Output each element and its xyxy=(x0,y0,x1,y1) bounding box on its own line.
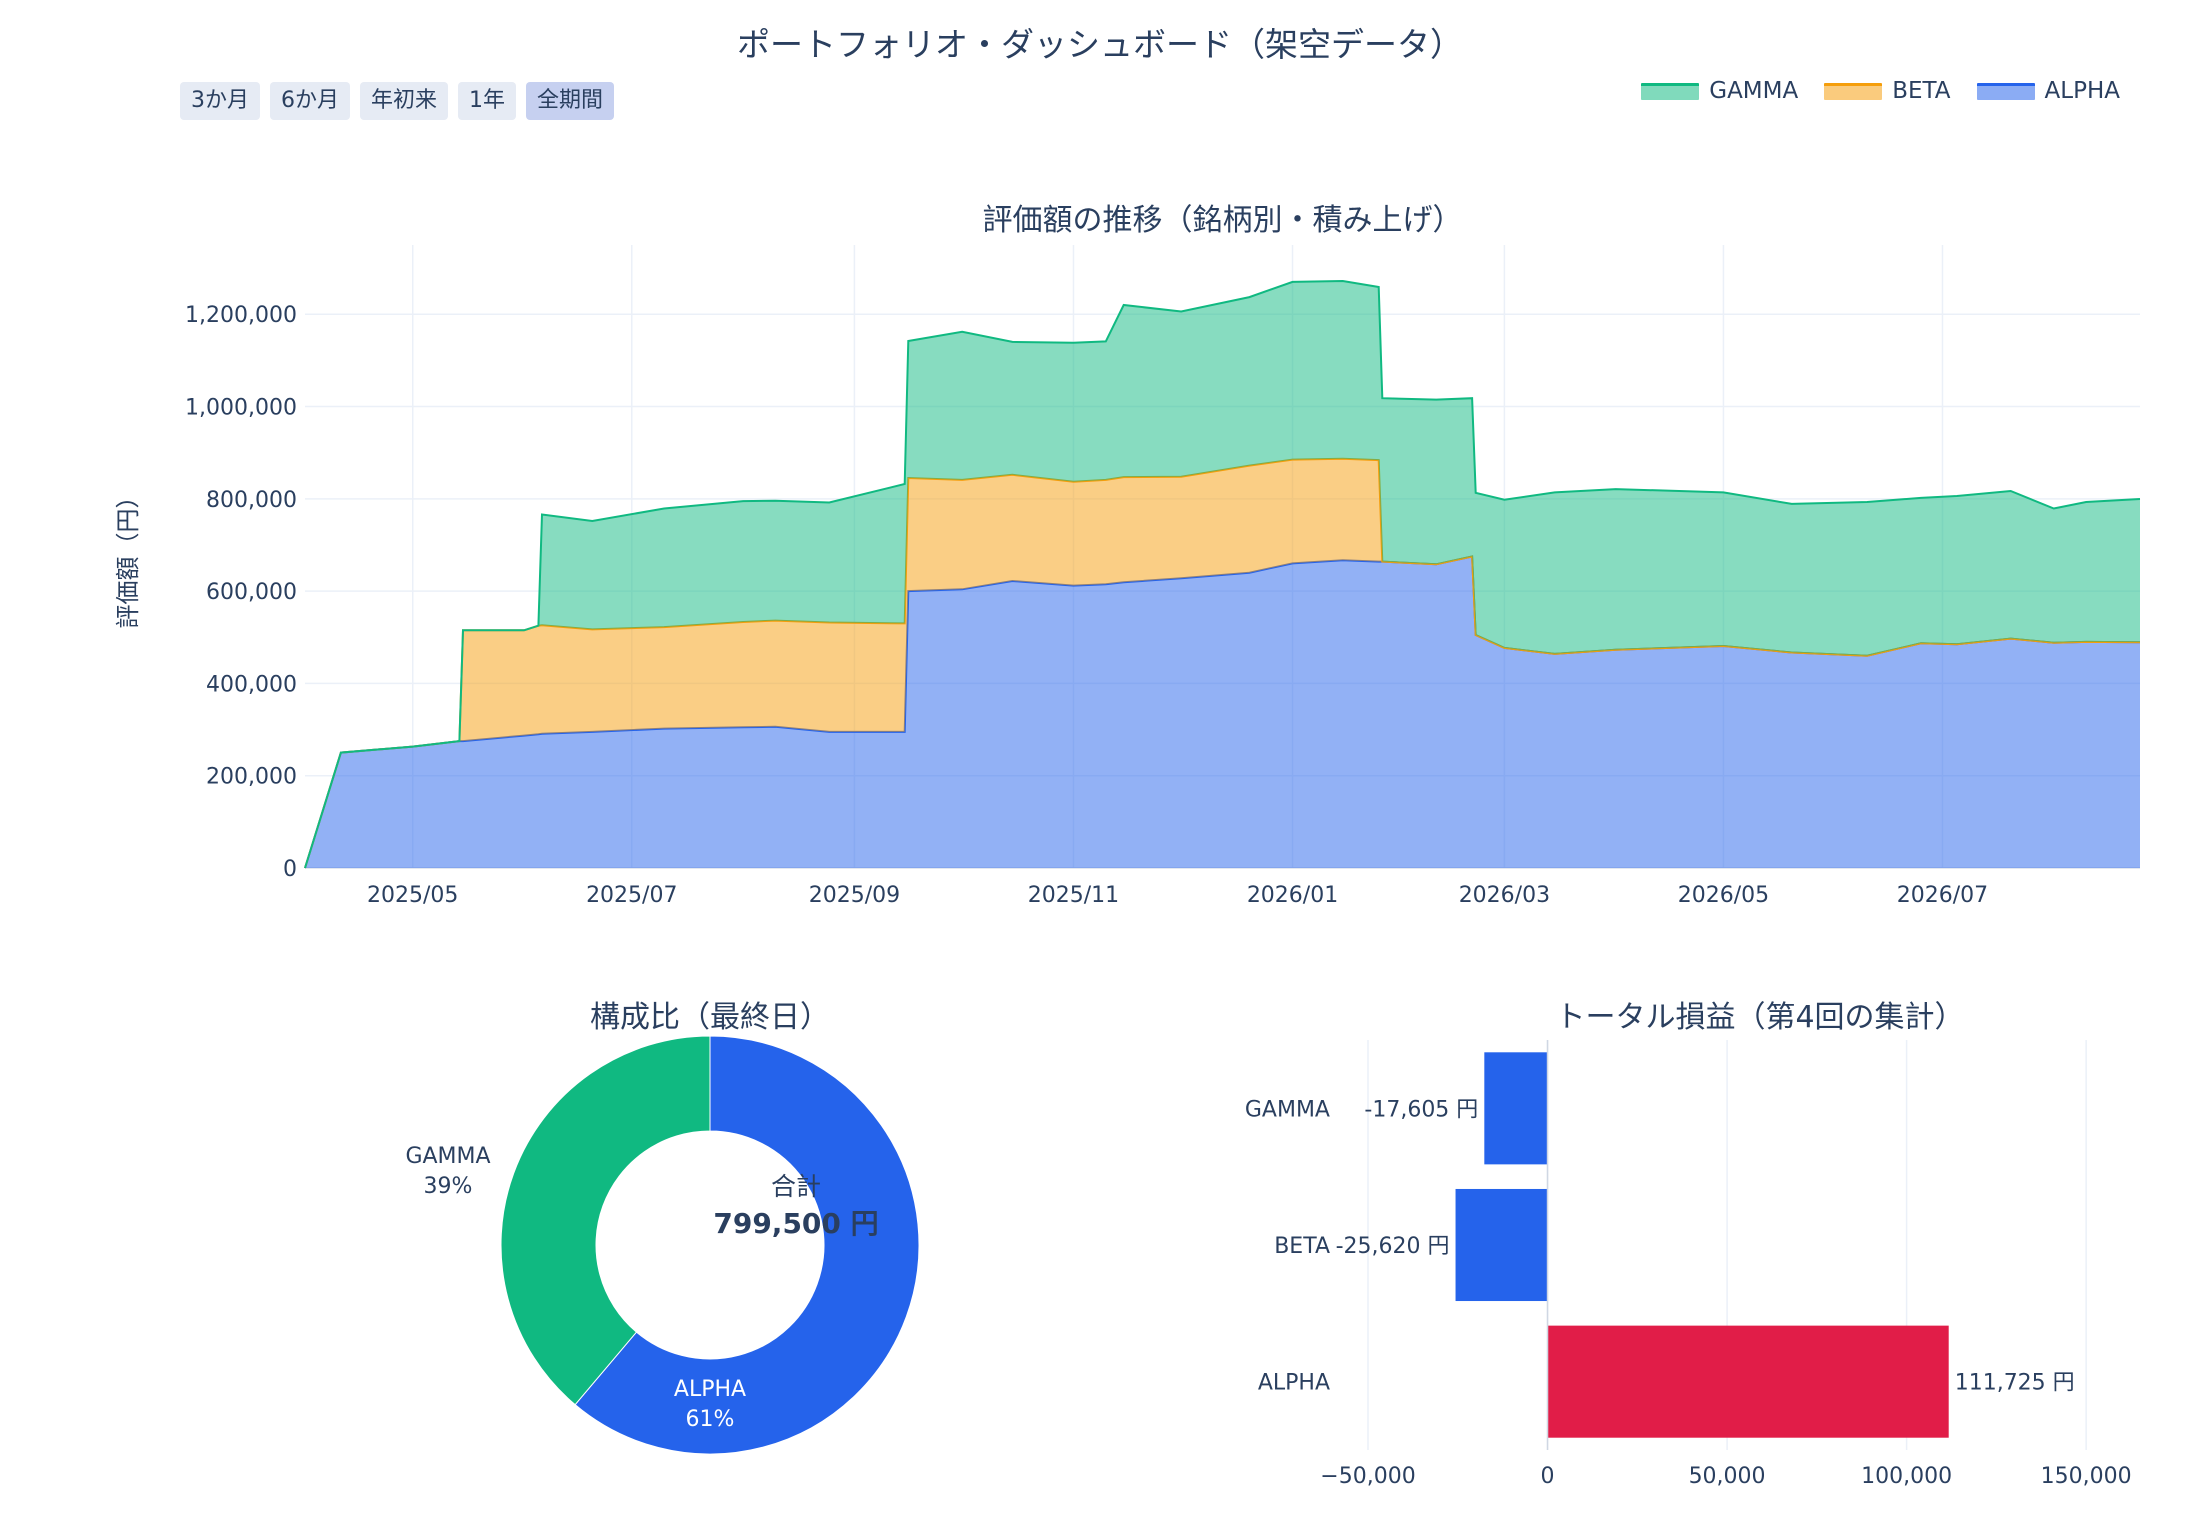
y-tick-label: 1,200,000 xyxy=(185,303,297,328)
bar-category-label: ALPHA xyxy=(1258,1371,1330,1396)
range-button[interactable]: 3か月 xyxy=(180,82,260,120)
legend-item[interactable]: ALPHA xyxy=(1976,78,2120,104)
legend: GAMMA BETA ALPHA xyxy=(1641,78,2120,104)
range-button[interactable]: 6か月 xyxy=(270,82,350,120)
donut-slice-gamma xyxy=(500,1035,711,1406)
area-alpha xyxy=(305,556,2140,868)
x-tick-label: 2026/05 xyxy=(1678,883,1769,908)
bar-chart-title: トータル損益（第4回の集計） xyxy=(1555,1000,1964,1035)
legend-swatch xyxy=(1824,82,1883,100)
legend-swatch xyxy=(1641,82,1700,100)
x-tick-label: 2026/03 xyxy=(1459,883,1550,908)
donut-center-label: 合計 xyxy=(771,1172,821,1201)
y-tick-label: 1,000,000 xyxy=(185,396,297,421)
bar-alpha xyxy=(1547,1325,1949,1438)
slice-label-gamma: GAMMA xyxy=(405,1144,490,1169)
bar-value-label: 111,725 円 xyxy=(1955,1371,2075,1396)
bar-x-tick-label: 100,000 xyxy=(1861,1464,1952,1489)
y-tick-label: 400,000 xyxy=(206,672,297,697)
y-axis-title: 評価額（円） xyxy=(114,485,142,629)
y-tick-label: 200,000 xyxy=(206,765,297,790)
slice-percent-gamma: 39% xyxy=(424,1174,473,1199)
legend-swatch xyxy=(1976,82,2035,100)
donut-title: 構成比（最終日） xyxy=(590,1000,830,1035)
donut-center-value: 799,500 円 xyxy=(713,1207,878,1240)
x-tick-label: 2026/01 xyxy=(1247,883,1338,908)
bar-value-label: -25,620 円 xyxy=(1336,1234,1450,1259)
bar-x-tick-label: 150,000 xyxy=(2041,1464,2132,1489)
x-tick-label: 2025/07 xyxy=(586,883,677,908)
dashboard-title: ポートフォリオ・ダッシュボード（架空データ） xyxy=(737,25,1463,64)
y-tick-label: 800,000 xyxy=(206,488,297,513)
slice-label-alpha: ALPHA xyxy=(674,1377,746,1402)
line-gamma xyxy=(304,279,2141,869)
bar-beta xyxy=(1455,1188,1548,1302)
bar-category-label: BETA xyxy=(1274,1234,1330,1259)
slice-percent-alpha: 61% xyxy=(686,1407,735,1432)
y-tick-label: 600,000 xyxy=(206,580,297,605)
legend-item[interactable]: GAMMA xyxy=(1641,78,1798,104)
area-gamma xyxy=(305,281,2140,868)
x-tick-label: 2026/07 xyxy=(1897,883,1988,908)
y-tick-label: 0 xyxy=(283,857,297,882)
bar-category-label: GAMMA xyxy=(1245,1097,1330,1122)
x-tick-label: 2025/09 xyxy=(809,883,900,908)
legend-item[interactable]: BETA xyxy=(1824,78,1951,104)
donut-slice-alpha xyxy=(574,1035,920,1455)
range-button[interactable]: 年初来 xyxy=(360,82,449,120)
legend-label: GAMMA xyxy=(1709,78,1799,104)
legend-label: ALPHA xyxy=(2044,78,2120,104)
legend-label: BETA xyxy=(1892,78,1951,104)
x-tick-label: 2025/11 xyxy=(1028,883,1119,908)
x-tick-label: 2025/05 xyxy=(367,883,458,908)
area-chart-title: 評価額の推移（銘柄別・積み上げ） xyxy=(983,203,1463,238)
bar-gamma xyxy=(1484,1052,1548,1165)
range-button[interactable]: 全期間 xyxy=(526,82,615,120)
bar-x-tick-label: −50,000 xyxy=(1320,1464,1415,1489)
bar-value-label: -17,605 円 xyxy=(1364,1097,1478,1122)
bar-x-tick-label: 0 xyxy=(1541,1464,1555,1489)
range-selector: 3か月 6か月 年初来 1年 全期間 xyxy=(180,82,615,120)
area-beta xyxy=(305,458,2140,868)
range-button[interactable]: 1年 xyxy=(458,82,517,120)
bar-x-tick-label: 50,000 xyxy=(1689,1464,1766,1489)
